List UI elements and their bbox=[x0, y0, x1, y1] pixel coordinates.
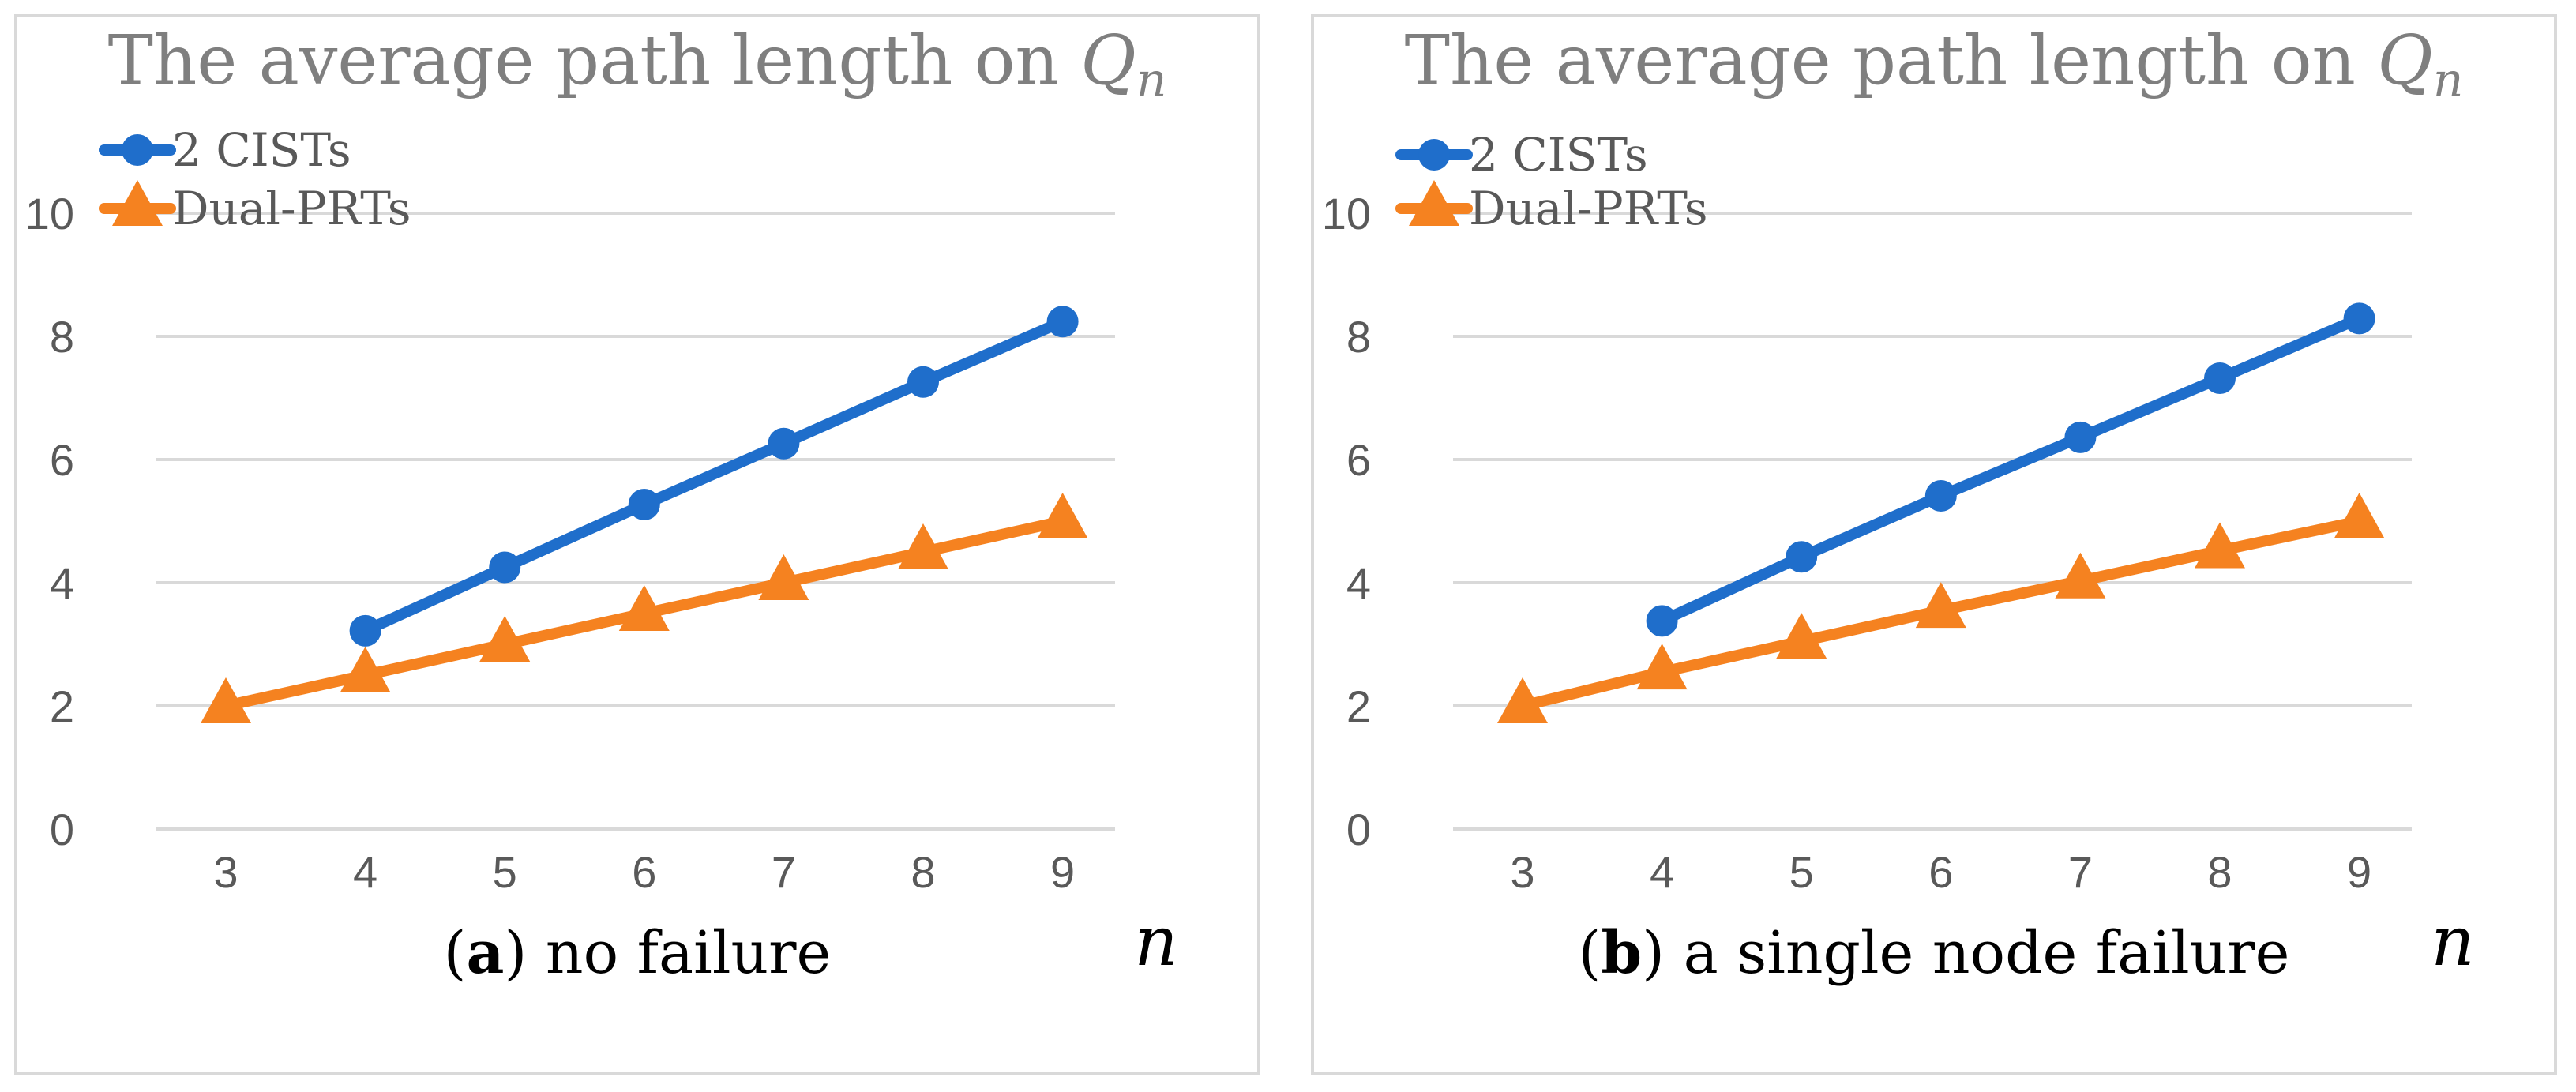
x-tick-label-9: 9 bbox=[1050, 847, 1075, 897]
series-line-2-cists bbox=[359, 316, 1068, 636]
y-tick-label-10: 10 bbox=[1322, 189, 1371, 238]
y-tick-label-0: 0 bbox=[1346, 805, 1371, 854]
x-tick-label-6: 6 bbox=[1928, 847, 1953, 897]
x-tick-label-3: 3 bbox=[213, 847, 238, 897]
legend-marker-circle bbox=[1418, 139, 1450, 171]
caption-label: a bbox=[467, 919, 505, 987]
data-point-cists-n5 bbox=[1786, 541, 1818, 573]
data-point-dualprts-n6 bbox=[618, 585, 670, 632]
chart-title-text: The average path length on bbox=[108, 21, 1081, 100]
chart-panel-b: The average path length on Qn 0 2 4 6 8 10 3 4 5 6… bbox=[1311, 14, 2557, 1075]
y-tick-label-0: 0 bbox=[50, 805, 74, 854]
chart-b-svg: The average path length on Qn 0 2 4 6 8 10 3 4 5 6… bbox=[1322, 21, 2475, 987]
chart-title-subscript: n bbox=[2433, 53, 2464, 108]
x-tick-label-4: 4 bbox=[1650, 847, 1674, 897]
x-tick-label-3: 3 bbox=[1510, 847, 1534, 897]
chart-caption: (b) a single node failure bbox=[1579, 919, 2290, 987]
x-tick-label-5: 5 bbox=[1789, 847, 1814, 897]
data-point-dualprts-n6 bbox=[1915, 582, 1966, 629]
data-point-cists-n8 bbox=[907, 366, 939, 398]
x-tick-label-9: 9 bbox=[2347, 847, 2371, 897]
y-tick-label-8: 8 bbox=[1346, 312, 1371, 362]
legend-marker-triangle bbox=[112, 180, 163, 227]
data-point-dualprts-n9 bbox=[1037, 493, 1088, 539]
data-point-cists-n6 bbox=[1924, 480, 1957, 512]
x-tick-label-4: 4 bbox=[353, 847, 377, 897]
x-tick-label-8: 8 bbox=[2207, 847, 2232, 897]
data-point-cists-n9 bbox=[1046, 306, 1079, 338]
chart-title: The average path length on Qn bbox=[1405, 21, 2464, 108]
y-tick-label-4: 4 bbox=[50, 558, 74, 608]
x-tick-label-7: 7 bbox=[2068, 847, 2093, 897]
y-tick-label-2: 2 bbox=[50, 681, 74, 731]
chart-title-text: The average path length on bbox=[1405, 21, 2378, 100]
x-tick-label-5: 5 bbox=[493, 847, 517, 897]
data-point-cists-n5 bbox=[489, 551, 521, 584]
data-point-dualprts-n3 bbox=[201, 677, 251, 724]
series-line-2-cists bbox=[1656, 313, 2365, 627]
chart-a-svg: The average path length on Qn 0 2 4 6 8 10 3 4 5 6… bbox=[25, 21, 1178, 987]
data-point-cists-n4 bbox=[1646, 605, 1678, 637]
chart-title-symbol: Q bbox=[1080, 21, 1136, 100]
legend-marker-circle bbox=[122, 134, 153, 166]
y-tick-label-6: 6 bbox=[1346, 435, 1371, 485]
data-point-cists-n8 bbox=[2204, 362, 2236, 395]
caption-paren-close: ) bbox=[1642, 919, 1683, 987]
data-point-cists-n4 bbox=[349, 614, 381, 647]
data-point-dualprts-n8 bbox=[2195, 522, 2245, 569]
y-tick-label-2: 2 bbox=[1346, 681, 1371, 731]
legend-label-1: Dual-PRTs bbox=[172, 182, 411, 235]
data-point-dualprts-n7 bbox=[2055, 552, 2106, 599]
data-point-dualprts-n4 bbox=[340, 647, 391, 693]
caption-paren-open: ( bbox=[444, 919, 467, 987]
data-point-cists-n7 bbox=[2064, 421, 2097, 453]
legend-label-1: Dual-PRTs bbox=[1469, 182, 1708, 235]
data-point-dualprts-n9 bbox=[2334, 493, 2385, 539]
data-point-dualprts-n7 bbox=[758, 554, 809, 601]
legend-label-0: 2 CISTs bbox=[1469, 128, 1648, 182]
data-point-dualprts-n4 bbox=[1636, 644, 1688, 690]
data-point-cists-n6 bbox=[628, 488, 660, 520]
y-tick-label-4: 4 bbox=[1346, 558, 1371, 608]
data-point-dualprts-n3 bbox=[1497, 677, 1548, 724]
data-point-cists-n7 bbox=[768, 427, 800, 460]
chart-title-subscript: n bbox=[1136, 53, 1167, 108]
data-point-dualprts-n5 bbox=[479, 616, 531, 662]
caption-label: b bbox=[1601, 919, 1642, 987]
chart-caption: (a) no failure bbox=[444, 919, 832, 987]
y-tick-label-8: 8 bbox=[50, 312, 74, 362]
y-tick-label-10: 10 bbox=[25, 189, 74, 238]
caption-text: a single node failure bbox=[1684, 919, 2290, 987]
legend-marker-triangle bbox=[1409, 180, 1459, 227]
chart-title-symbol: Q bbox=[2377, 21, 2433, 100]
data-point-dualprts-n5 bbox=[1776, 613, 1827, 659]
data-point-cists-n9 bbox=[2343, 302, 2375, 335]
x-axis-label: n bbox=[2431, 902, 2474, 981]
caption-paren-open: ( bbox=[1579, 919, 1602, 987]
x-axis-label: n bbox=[1134, 902, 1177, 981]
x-tick-label-6: 6 bbox=[632, 847, 656, 897]
x-tick-label-7: 7 bbox=[772, 847, 796, 897]
legend-label-0: 2 CISTs bbox=[172, 123, 351, 177]
y-tick-label-6: 6 bbox=[50, 435, 74, 485]
data-point-dualprts-n8 bbox=[898, 523, 948, 570]
caption-paren-close: ) bbox=[505, 919, 546, 987]
x-tick-label-8: 8 bbox=[911, 847, 935, 897]
caption-text: no failure bbox=[546, 919, 831, 987]
chart-title: The average path length on Qn bbox=[108, 21, 1167, 108]
chart-panel-a: The average path length on Qn 0 2 4 6 8 10 3 4 5 6… bbox=[14, 14, 1260, 1075]
